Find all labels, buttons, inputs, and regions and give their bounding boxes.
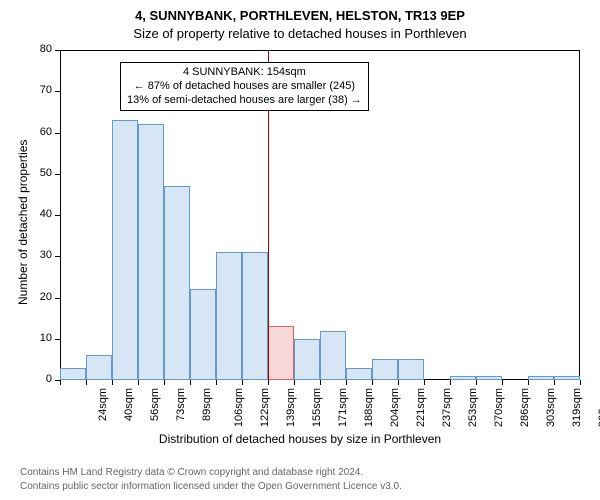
- bar: [320, 331, 346, 381]
- bar: [398, 359, 424, 380]
- xtick-mark: [86, 380, 87, 385]
- bar: [138, 124, 164, 380]
- xtick-label: 221sqm: [415, 388, 427, 427]
- xtick-label: 24sqm: [97, 388, 109, 421]
- bar: [372, 359, 398, 380]
- ytick-mark: [55, 174, 60, 175]
- chart-subtitle: Size of property relative to detached ho…: [0, 26, 600, 41]
- xtick-label: 122sqm: [259, 388, 271, 427]
- x-axis-label: Distribution of detached houses by size …: [0, 432, 600, 446]
- footer-copyright-2: Contains public sector information licen…: [20, 481, 402, 492]
- bar: [554, 376, 580, 380]
- xtick-label: 155sqm: [311, 388, 323, 427]
- bar: [164, 186, 190, 380]
- xtick-label: 171sqm: [337, 388, 349, 427]
- xtick-mark: [528, 380, 529, 385]
- ytick-label: 20: [28, 291, 52, 303]
- ytick-mark: [55, 50, 60, 51]
- xtick-label: 237sqm: [441, 388, 453, 427]
- xtick-label: 89sqm: [201, 388, 213, 421]
- xtick-mark: [320, 380, 321, 385]
- bar: [346, 368, 372, 380]
- xtick-mark: [138, 380, 139, 385]
- chart-title-address: 4, SUNNYBANK, PORTHLEVEN, HELSTON, TR13 …: [0, 8, 600, 23]
- xtick-label: 73sqm: [175, 388, 187, 421]
- ytick-label: 30: [28, 249, 52, 261]
- ytick-mark: [55, 256, 60, 257]
- xtick-label: 270sqm: [493, 388, 505, 427]
- ytick-label: 40: [28, 208, 52, 220]
- xtick-mark: [450, 380, 451, 385]
- ytick-label: 80: [28, 43, 52, 55]
- xtick-label: 253sqm: [467, 388, 479, 427]
- xtick-mark: [112, 380, 113, 385]
- bar: [476, 376, 502, 380]
- ytick-mark: [55, 215, 60, 216]
- ytick-label: 70: [28, 84, 52, 96]
- bar: [242, 252, 268, 380]
- bar: [216, 252, 242, 380]
- y-axis-label: Number of detached properties: [16, 140, 30, 305]
- xtick-mark: [580, 380, 581, 385]
- xtick-mark: [60, 380, 61, 385]
- annotation-line1: 4 SUNNYBANK: 154sqm: [127, 66, 362, 80]
- ytick-label: 50: [28, 167, 52, 179]
- ytick-mark: [55, 91, 60, 92]
- xtick-mark: [164, 380, 165, 385]
- xtick-mark: [216, 380, 217, 385]
- bar: [86, 355, 112, 380]
- ytick-mark: [55, 133, 60, 134]
- xtick-label: 286sqm: [519, 388, 531, 427]
- xtick-mark: [372, 380, 373, 385]
- xtick-mark: [554, 380, 555, 385]
- annotation-line2: ← 87% of detached houses are smaller (24…: [127, 80, 362, 94]
- xtick-mark: [502, 380, 503, 385]
- bar: [60, 368, 86, 380]
- xtick-mark: [242, 380, 243, 385]
- xtick-label: 139sqm: [285, 388, 297, 427]
- ytick-label: 0: [28, 373, 52, 385]
- footer-copyright-1: Contains HM Land Registry data © Crown c…: [20, 467, 363, 478]
- annotation-box: 4 SUNNYBANK: 154sqm ← 87% of detached ho…: [120, 62, 369, 111]
- xtick-mark: [398, 380, 399, 385]
- xtick-label: 303sqm: [545, 388, 557, 427]
- annotation-line3: 13% of semi-detached houses are larger (…: [127, 94, 362, 108]
- xtick-mark: [476, 380, 477, 385]
- ytick-mark: [55, 339, 60, 340]
- xtick-label: 188sqm: [363, 388, 375, 427]
- bar: [190, 289, 216, 380]
- bar: [528, 376, 554, 380]
- xtick-label: 204sqm: [389, 388, 401, 427]
- bar: [450, 376, 476, 380]
- xtick-label: 56sqm: [149, 388, 161, 421]
- ytick-mark: [55, 298, 60, 299]
- xtick-label: 106sqm: [233, 388, 245, 427]
- xtick-label: 40sqm: [123, 388, 135, 421]
- xtick-label: 319sqm: [571, 388, 583, 427]
- ytick-label: 60: [28, 126, 52, 138]
- bar: [294, 339, 320, 380]
- xtick-mark: [294, 380, 295, 385]
- xtick-mark: [268, 380, 269, 385]
- xtick-mark: [346, 380, 347, 385]
- xtick-mark: [424, 380, 425, 385]
- bar: [112, 120, 138, 380]
- bar-highlight: [268, 326, 294, 380]
- ytick-label: 10: [28, 332, 52, 344]
- xtick-mark: [190, 380, 191, 385]
